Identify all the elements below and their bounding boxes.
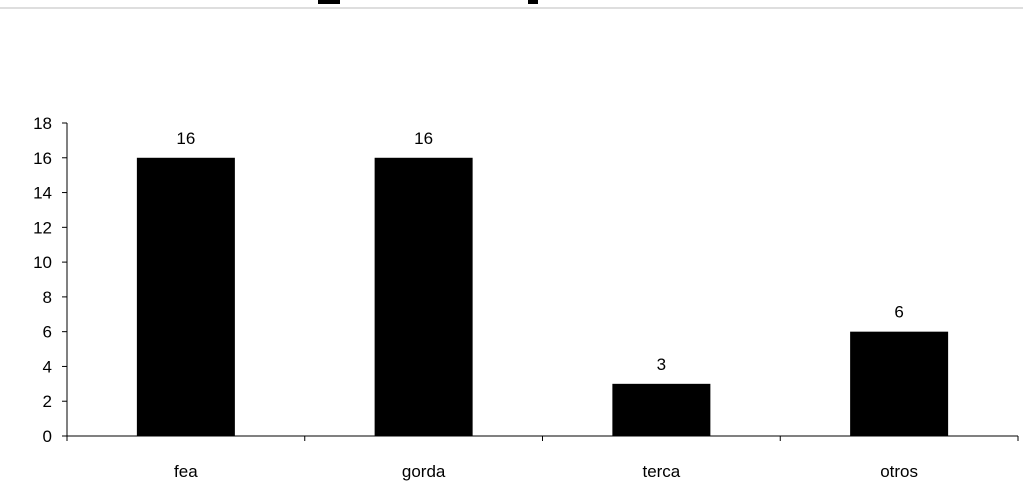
x-category-label: otros (880, 462, 918, 481)
x-category-label: fea (174, 462, 198, 481)
bar (850, 331, 949, 436)
y-tick-label: 0 (43, 427, 52, 446)
y-tick-label: 6 (43, 323, 52, 342)
data-label: 6 (894, 303, 903, 322)
data-label: 16 (414, 129, 433, 148)
y-tick-label: 10 (33, 253, 52, 272)
bar (612, 383, 711, 436)
bar (136, 157, 235, 436)
data-label: 3 (657, 355, 666, 374)
y-tick-label: 16 (33, 149, 52, 168)
x-category-label: gorda (402, 462, 446, 481)
data-label: 16 (176, 129, 195, 148)
y-tick-label: 8 (43, 288, 52, 307)
y-tick-label: 18 (33, 114, 52, 133)
y-tick-label: 4 (43, 357, 52, 376)
x-category-label: terca (642, 462, 680, 481)
plot-area: 0 2 4 6 8 10 12 14 16 18 16 fea 16 gorda 3 terca 6 otros (33, 114, 1019, 481)
y-tick-label: 12 (33, 218, 52, 237)
y-tick-label: 14 (33, 184, 52, 203)
cropped-title-fragment (318, 0, 340, 4)
cropped-title-fragment (528, 0, 538, 4)
bar (374, 157, 473, 436)
y-tick-label: 2 (43, 392, 52, 411)
